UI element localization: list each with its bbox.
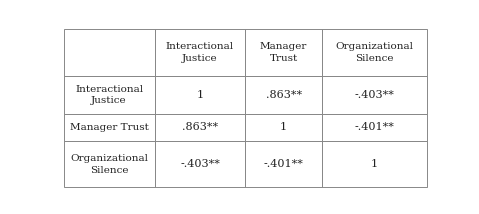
Text: Organizational
Silence: Organizational Silence xyxy=(336,42,414,63)
Bar xyxy=(64,76,155,114)
Text: 1: 1 xyxy=(280,122,287,132)
Bar xyxy=(155,141,245,187)
Text: .863**: .863** xyxy=(266,90,302,100)
Text: Manager
Trust: Manager Trust xyxy=(260,42,308,63)
Text: 1: 1 xyxy=(371,159,378,169)
Text: -.401**: -.401** xyxy=(354,122,395,132)
Bar xyxy=(64,141,155,187)
Bar xyxy=(64,29,155,76)
Text: 1: 1 xyxy=(196,90,204,100)
Text: -.403**: -.403** xyxy=(354,90,395,100)
Bar xyxy=(155,76,245,114)
Bar xyxy=(245,141,322,187)
Text: .863**: .863** xyxy=(182,122,218,132)
Bar xyxy=(155,114,245,141)
Bar xyxy=(245,76,322,114)
Text: -.401**: -.401** xyxy=(264,159,304,169)
Bar xyxy=(322,141,427,187)
Text: Interactional
Justice: Interactional Justice xyxy=(75,85,143,106)
Bar xyxy=(245,29,322,76)
Bar xyxy=(322,114,427,141)
Bar xyxy=(322,29,427,76)
Text: Interactional
Justice: Interactional Justice xyxy=(166,42,234,63)
Text: Manager Trust: Manager Trust xyxy=(69,123,148,132)
Bar xyxy=(245,114,322,141)
Bar xyxy=(322,76,427,114)
Bar xyxy=(155,29,245,76)
Text: Organizational
Silence: Organizational Silence xyxy=(70,154,148,175)
Text: -.403**: -.403** xyxy=(180,159,220,169)
Bar xyxy=(64,114,155,141)
